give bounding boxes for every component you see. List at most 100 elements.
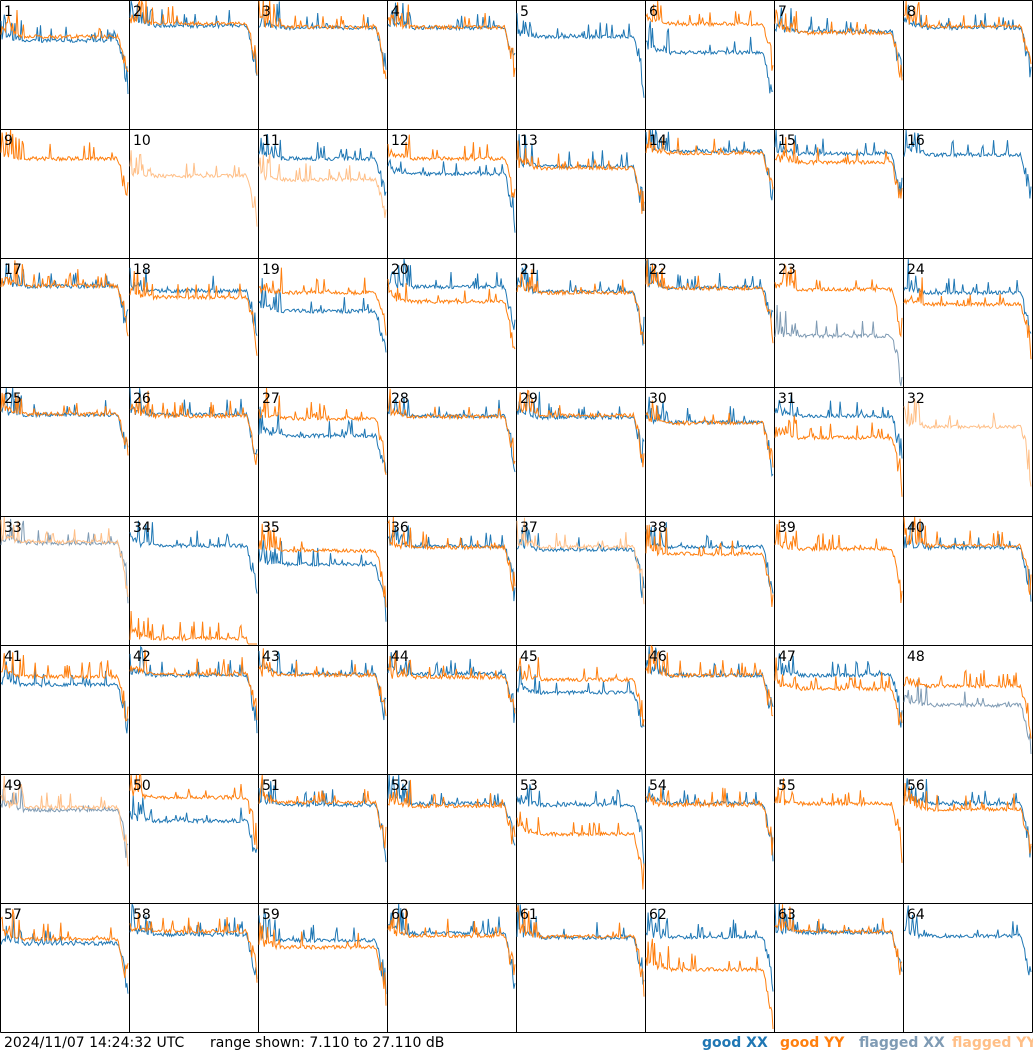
series-xx-40 xyxy=(903,522,1032,602)
panel-9: 9 xyxy=(0,129,129,197)
series-yy-30 xyxy=(645,400,774,468)
panel-3: 3 xyxy=(258,0,387,79)
panel-label-43: 43 xyxy=(262,649,280,665)
series-xx-2 xyxy=(129,0,258,76)
panel-label-8: 8 xyxy=(907,4,916,20)
panel-label-9: 9 xyxy=(4,133,13,149)
series-yy-29 xyxy=(516,389,645,468)
panel-label-30: 30 xyxy=(649,391,667,407)
series-xx-64 xyxy=(903,905,1032,976)
series-yy-22 xyxy=(645,258,774,344)
panel-25: 25 xyxy=(0,387,129,456)
series-yy-57 xyxy=(0,909,129,979)
series-xx-56 xyxy=(903,778,1032,858)
panel-39: 39 xyxy=(774,519,903,604)
series-yy-50 xyxy=(129,774,258,850)
series-yy-32 xyxy=(903,398,1032,487)
panel-53: 53 xyxy=(516,778,645,890)
series-yy-28 xyxy=(387,388,516,465)
series-yy-44 xyxy=(387,652,516,714)
series-yy-48 xyxy=(903,669,1032,739)
series-yy-17 xyxy=(0,260,129,337)
series-xx-34 xyxy=(129,520,258,594)
panel-52: 52 xyxy=(387,774,516,846)
series-yy-24 xyxy=(903,277,1032,360)
panel-label-35: 35 xyxy=(262,520,280,536)
panel-label-42: 42 xyxy=(133,649,151,665)
series-yy-55 xyxy=(774,778,903,863)
panel-14: 14 xyxy=(645,129,774,201)
panel-42: 42 xyxy=(129,645,258,734)
panel-label-60: 60 xyxy=(391,907,409,923)
panel-59: 59 xyxy=(258,907,387,1006)
series-yy-45 xyxy=(516,657,645,727)
panel-49: 49 xyxy=(0,775,129,867)
panel-46: 46 xyxy=(645,644,774,717)
panel-label-32: 32 xyxy=(907,391,925,407)
panel-label-23: 23 xyxy=(778,262,796,278)
series-yy-35 xyxy=(258,521,387,608)
panel-label-56: 56 xyxy=(907,778,925,794)
series-yy-31 xyxy=(774,415,903,497)
series-xx-35 xyxy=(258,539,387,622)
panel-64: 64 xyxy=(903,905,1032,976)
panel-label-28: 28 xyxy=(391,391,409,407)
series-xx-8 xyxy=(903,4,1032,78)
panel-label-4: 4 xyxy=(391,4,400,20)
panel-label-48: 48 xyxy=(907,649,925,665)
panel-label-41: 41 xyxy=(4,649,22,665)
panel-27: 27 xyxy=(258,387,387,476)
series-xx-13 xyxy=(516,134,645,211)
panel-label-26: 26 xyxy=(133,391,151,407)
legend-flagged-yy-label: flagged YY xyxy=(952,1035,1033,1051)
series-xx-28 xyxy=(387,396,516,473)
series-xx-4 xyxy=(387,2,516,56)
series-yy-12 xyxy=(387,134,516,198)
panel-label-54: 54 xyxy=(649,778,667,794)
series-xx-41 xyxy=(0,658,129,734)
series-xx-16 xyxy=(903,129,1032,199)
panel-label-13: 13 xyxy=(520,133,538,149)
series-xx-1 xyxy=(0,14,129,95)
series-yy-21 xyxy=(516,269,645,345)
series-xx-23 xyxy=(774,304,903,387)
series-xx-43 xyxy=(258,650,387,721)
series-yy-40 xyxy=(903,516,1032,595)
series-yy-53 xyxy=(516,811,645,890)
panel-label-1: 1 xyxy=(4,4,13,20)
panel-18: 18 xyxy=(129,262,258,356)
panel-label-7: 7 xyxy=(778,4,787,20)
panel-38: 38 xyxy=(645,520,774,608)
panel-20: 20 xyxy=(387,258,516,350)
panel-label-47: 47 xyxy=(778,649,796,665)
panel-2: 2 xyxy=(129,0,258,76)
panel-19: 19 xyxy=(258,262,387,353)
series-yy-25 xyxy=(0,392,129,456)
series-yy-56 xyxy=(903,782,1032,854)
series-yy-11 xyxy=(258,153,387,218)
series-yy-49 xyxy=(0,775,129,867)
panel-36: 36 xyxy=(387,516,516,602)
panel-label-62: 62 xyxy=(649,907,667,923)
panel-15: 15 xyxy=(774,129,903,199)
panel-label-52: 52 xyxy=(391,778,409,794)
panel-label-22: 22 xyxy=(649,262,667,278)
series-xx-45 xyxy=(516,665,645,729)
panel-label-21: 21 xyxy=(520,262,538,278)
panel-label-31: 31 xyxy=(778,391,796,407)
panel-62: 62 xyxy=(645,907,774,1030)
series-xx-5 xyxy=(516,13,645,98)
legend-flagged-xx: flagged XX xyxy=(859,1035,945,1051)
series-yy-39 xyxy=(774,519,903,604)
panel-13: 13 xyxy=(516,133,645,214)
panel-label-40: 40 xyxy=(907,520,925,536)
panel-label-11: 11 xyxy=(262,133,280,149)
panel-label-29: 29 xyxy=(520,391,538,407)
panel-label-64: 64 xyxy=(907,907,925,923)
legend-good-xx: good XX xyxy=(702,1035,768,1051)
panel-22: 22 xyxy=(645,258,774,344)
panel-44: 44 xyxy=(387,649,516,723)
series-yy-9 xyxy=(0,129,129,197)
panel-label-15: 15 xyxy=(778,133,796,149)
